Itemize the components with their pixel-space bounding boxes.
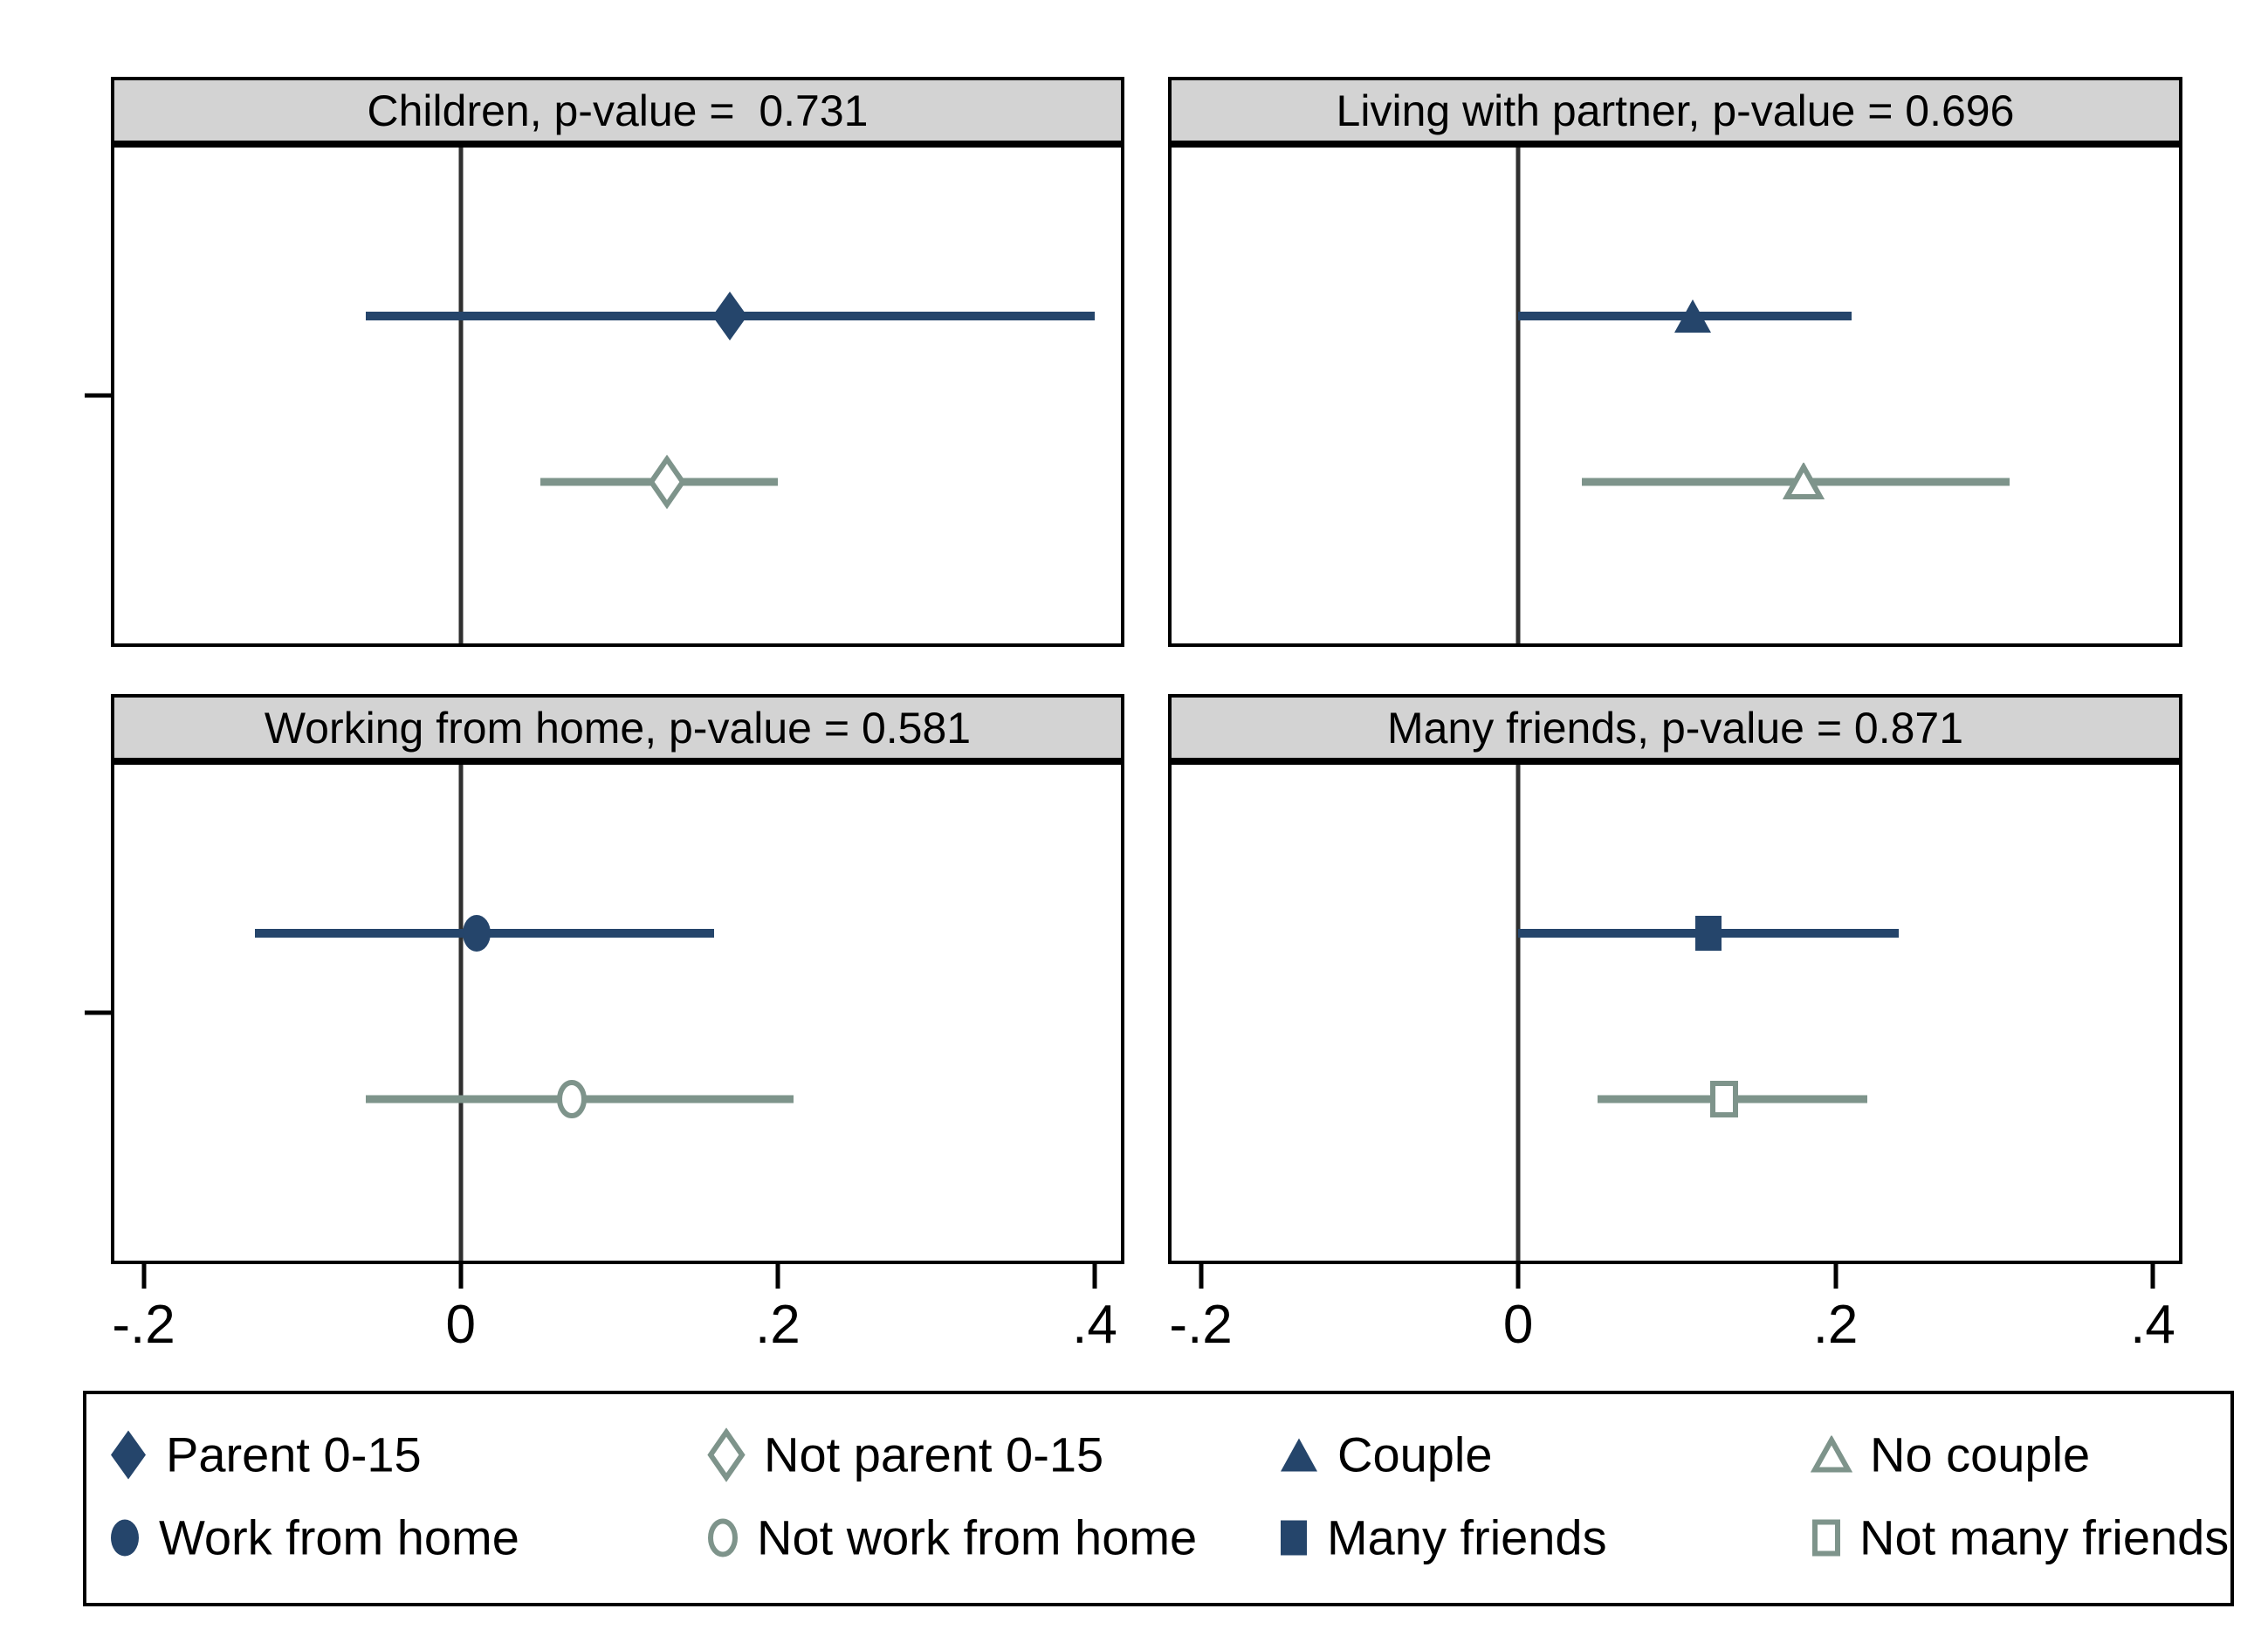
legend-item-not-many-friends: Not many friends	[1811, 1509, 2229, 1566]
point-estimate-not-work-from-home	[555, 1078, 588, 1120]
diamond-open-icon	[706, 1427, 746, 1482]
zero-reference-line	[1515, 148, 1521, 643]
panel-living-with-partner-header: Living with partner, p-value = 0.696	[1168, 77, 2182, 144]
legend-item-couple: Couple	[1278, 1427, 1492, 1483]
legend-label: Not work from home	[757, 1509, 1198, 1565]
point-estimate-many-friends	[1693, 913, 1724, 953]
zero-reference-line	[458, 765, 464, 1261]
panel-working-from-home-title: Working from home, p-value = 0.581	[264, 703, 972, 753]
point-estimate-parent-0-15	[710, 289, 750, 343]
legend-box: Parent 0-15 Not parent 0-15 Couple No co…	[83, 1391, 2234, 1606]
x-axis-tick-label: -.2	[1169, 1295, 1233, 1355]
panel-children-header: Children, p-value = 0.731	[111, 77, 1124, 144]
panel-living-with-partner-title: Living with partner, p-value = 0.696	[1336, 86, 2015, 135]
x-axis-tick-label: .4	[2130, 1295, 2175, 1355]
x-axis-tick	[141, 1264, 147, 1289]
panel-working-from-home-header: Working from home, p-value = 0.581	[111, 694, 1124, 761]
x-axis-tick-label: 0	[1502, 1295, 1534, 1355]
point-estimate-no-couple	[1783, 463, 1825, 501]
square-open-icon	[1811, 1517, 1842, 1557]
x-axis-tick	[1515, 1264, 1521, 1289]
legend-item-parent-0-15: Parent 0-15	[108, 1427, 422, 1483]
x-axis-tick	[458, 1264, 464, 1289]
panel-children: Children, p-value = 0.731	[85, 77, 1124, 647]
x-axis-tick	[1199, 1264, 1204, 1289]
square-filled-icon	[1278, 1517, 1309, 1557]
panel-many-friends-header: Many friends, p-value = 0.871	[1168, 694, 2182, 761]
legend-label: Work from home	[159, 1509, 519, 1565]
triangle-filled-icon	[1278, 1435, 1320, 1474]
x-axis-tick	[2150, 1264, 2155, 1289]
x-axis-tick-label: .2	[1812, 1295, 1859, 1355]
legend-item-not-work-from-home: Not work from home	[706, 1509, 1197, 1566]
point-estimate-couple	[1672, 297, 1714, 335]
panel-children-plot-area	[85, 144, 1124, 647]
x-axis-tick-label: .2	[755, 1295, 801, 1355]
y-axis-tick	[85, 1010, 111, 1015]
legend-item-work-from-home: Work from home	[108, 1509, 519, 1566]
diamond-filled-icon	[108, 1427, 148, 1482]
legend-item-not-parent-0-15: Not parent 0-15	[706, 1427, 1103, 1483]
panel-children-title: Children, p-value = 0.731	[367, 86, 869, 135]
x-axis-tick	[1092, 1264, 1097, 1289]
panel-living-with-partner-plot-area	[1168, 144, 2182, 647]
legend-label: Many friends	[1327, 1509, 1607, 1565]
x-axis-tick	[1833, 1264, 1838, 1289]
panel-many-friends: Many friends, p-value = 0.871	[1168, 694, 2182, 1264]
legend-label: Not parent 0-15	[764, 1427, 1104, 1482]
point-estimate-work-from-home	[460, 912, 493, 954]
legend-label: Not many friends	[1859, 1509, 2230, 1565]
zero-reference-line	[1515, 765, 1521, 1261]
circle-open-icon	[706, 1516, 739, 1558]
triangle-open-icon	[1811, 1435, 1852, 1474]
x-axis-tick-label: -.2	[112, 1295, 175, 1355]
zero-reference-line	[458, 148, 464, 643]
legend-label: Parent 0-15	[166, 1427, 422, 1482]
circle-filled-icon	[108, 1516, 141, 1558]
x-axis-right: -.2 0 .2 .4	[1169, 1264, 2179, 1369]
panel-working-from-home: Working from home, p-value = 0.581	[85, 694, 1124, 1264]
legend-item-many-friends: Many friends	[1278, 1509, 1607, 1566]
x-axis-left: -.2 0 .2 .4	[112, 1264, 1121, 1369]
point-estimate-not-many-friends	[1708, 1079, 1740, 1119]
x-axis-tick-label: .4	[1072, 1295, 1117, 1355]
panel-many-friends-plot-area	[1168, 761, 2182, 1264]
legend-label: No couple	[1870, 1427, 2091, 1482]
panel-many-friends-title: Many friends, p-value = 0.871	[1386, 703, 1964, 753]
x-axis-tick	[775, 1264, 780, 1289]
y-axis-tick	[85, 393, 111, 398]
x-axis-tick-label: 0	[445, 1295, 476, 1355]
panel-living-with-partner: Living with partner, p-value = 0.696	[1168, 77, 2182, 647]
panel-working-from-home-plot-area	[85, 761, 1124, 1264]
legend-item-no-couple: No couple	[1811, 1427, 2090, 1483]
point-estimate-not-parent-0-15	[647, 455, 687, 510]
legend-label: Couple	[1337, 1427, 1493, 1482]
